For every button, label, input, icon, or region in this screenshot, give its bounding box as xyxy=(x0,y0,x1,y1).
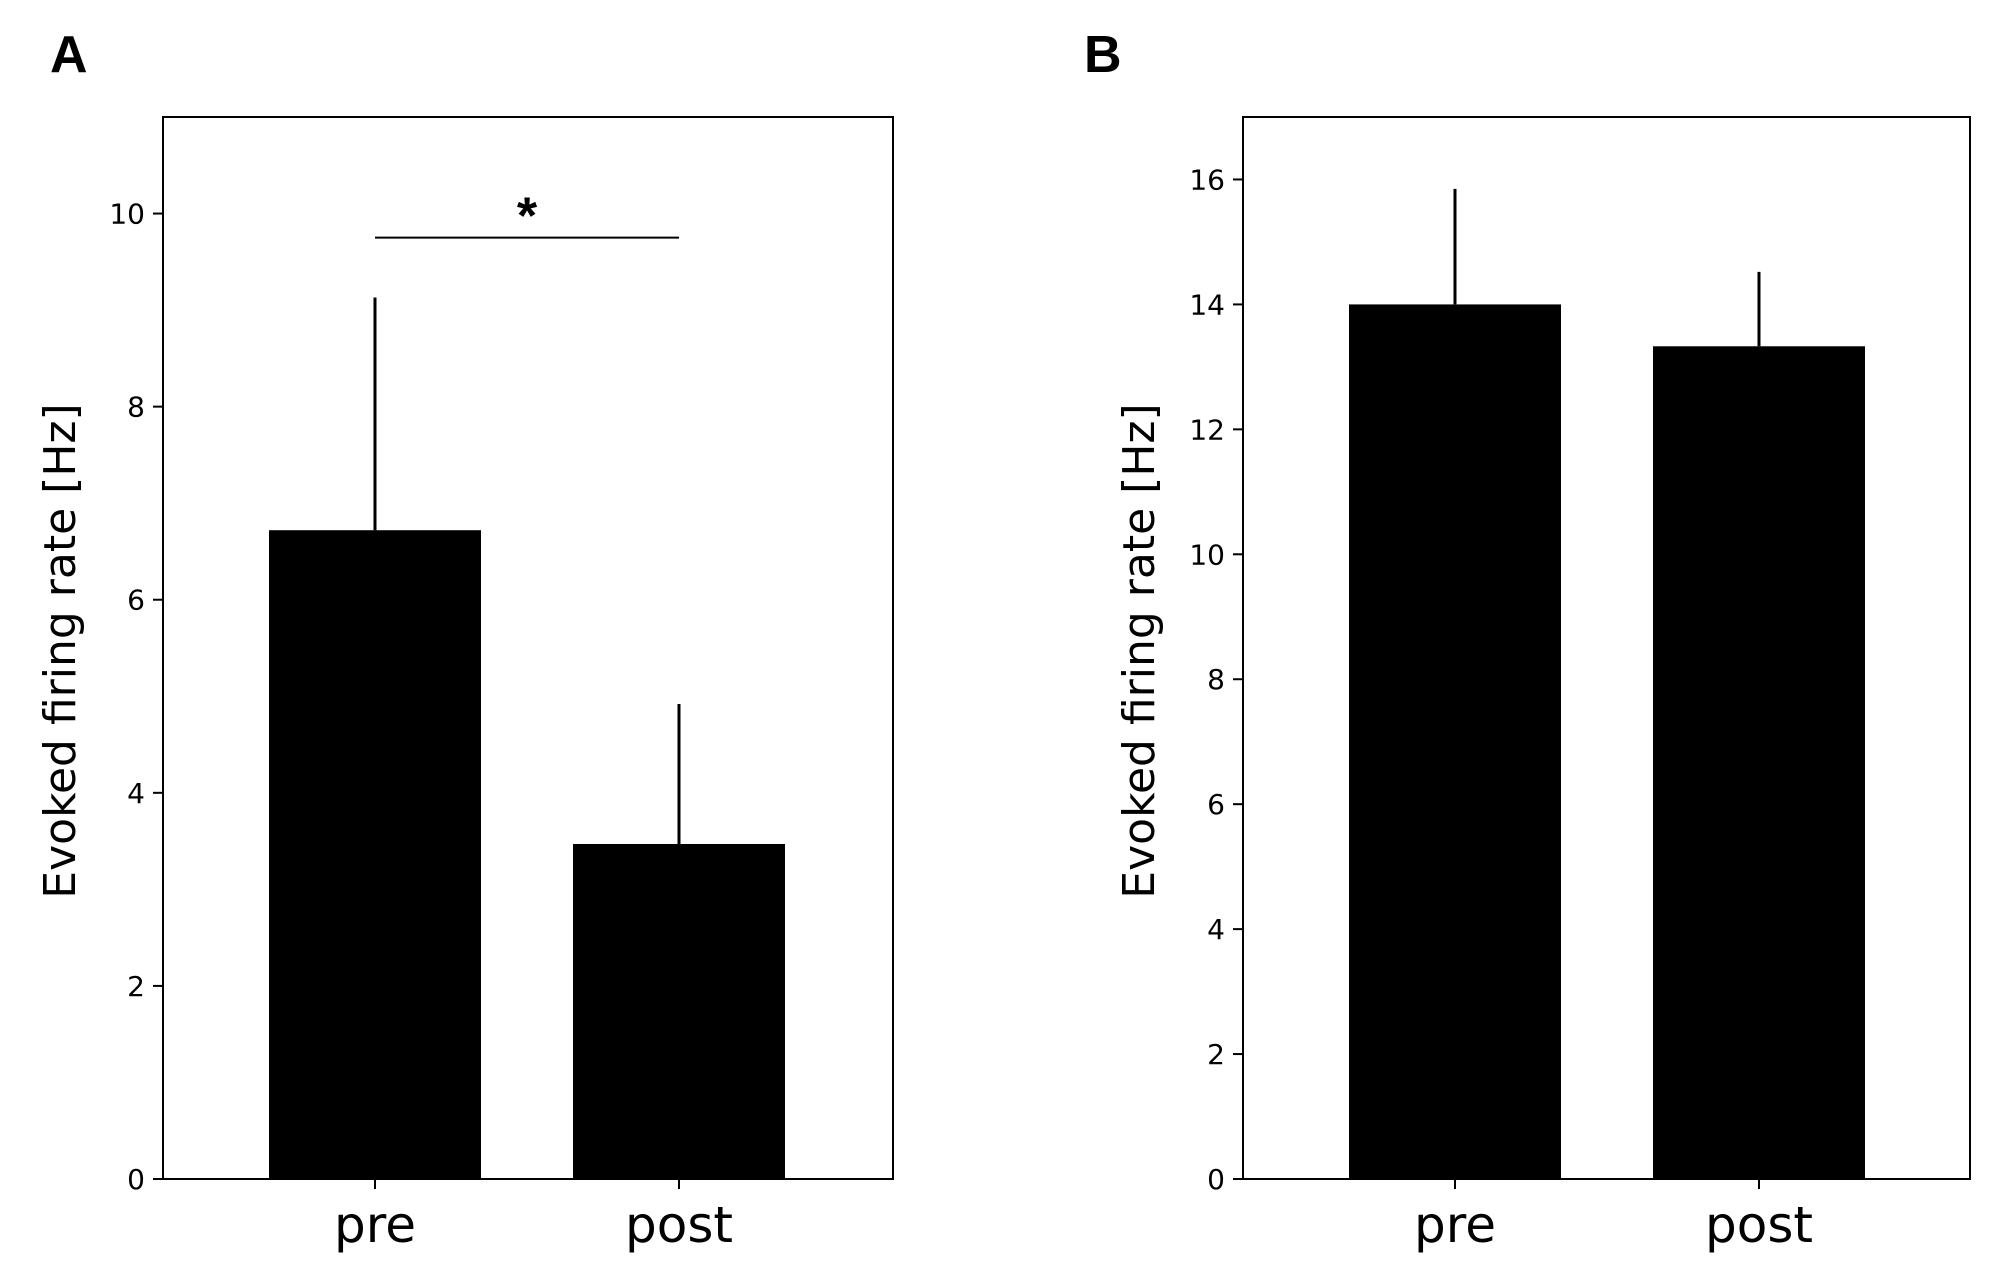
y-ticks-b: 0 2 4 6 8 10 12 14 16 xyxy=(1189,163,1243,1196)
x-tick-label-post: post xyxy=(625,1196,733,1254)
y-ticks-a: 0 2 4 6 8 10 xyxy=(109,198,163,1196)
y-tick-label: 14 xyxy=(1189,288,1225,321)
y-axis-label-a: Evoked firing rate [Hz] xyxy=(35,403,86,898)
chart-panel-a: A Evoked firing rate [Hz] 0 2 4 6 8 10 pre pos… xyxy=(35,26,894,1254)
y-tick-label: 12 xyxy=(1189,413,1225,446)
chart-panel-b: B Evoked firing rate [Hz] 0246810121416 … xyxy=(1084,26,1971,1254)
x-tick-label-post: post xyxy=(1705,1196,1813,1254)
y-tick-label: 0 xyxy=(1207,1163,1225,1196)
y-tick-label: 8 xyxy=(127,391,145,424)
y-tick-label: 10 xyxy=(109,198,145,231)
y-tick-label: 6 xyxy=(1207,788,1225,821)
bar-post xyxy=(573,843,785,1179)
bars-b xyxy=(1349,304,1865,1180)
bar-post xyxy=(1653,346,1865,1179)
y-tick-label: 0 xyxy=(127,1163,145,1196)
bar-pre xyxy=(1349,304,1561,1180)
axes-frame-a xyxy=(162,116,894,1180)
bar-pre xyxy=(269,530,481,1179)
y-tick-label: 8 xyxy=(1207,663,1225,696)
panel-label-a: A xyxy=(50,26,88,84)
y-tick-label: 6 xyxy=(127,584,145,617)
significance-a: * xyxy=(375,188,679,246)
y-tick-label: 4 xyxy=(1207,913,1225,946)
x-tick-labels-b: pre post xyxy=(1414,1179,1813,1254)
significance-star: * xyxy=(517,188,538,246)
x-tick-label-pre: pre xyxy=(334,1196,416,1254)
y-tick-label: 10 xyxy=(1189,538,1225,571)
y-tick-label: 16 xyxy=(1189,163,1225,196)
x-tick-label-pre: pre xyxy=(1414,1196,1496,1254)
bars-a xyxy=(269,530,785,1179)
axes-frame-b xyxy=(1242,116,1971,1180)
y-tick-label: 4 xyxy=(127,777,145,810)
panel-label-b: B xyxy=(1084,26,1122,84)
error-bars-a xyxy=(373,297,681,844)
y-tick-label: 2 xyxy=(1207,1038,1225,1071)
error-bars-b xyxy=(1453,188,1761,347)
x-tick-labels-a: pre post xyxy=(334,1179,733,1254)
y-tick-label: 2 xyxy=(127,970,145,1003)
y-axis-label-b: Evoked firing rate [Hz] xyxy=(1114,403,1165,898)
